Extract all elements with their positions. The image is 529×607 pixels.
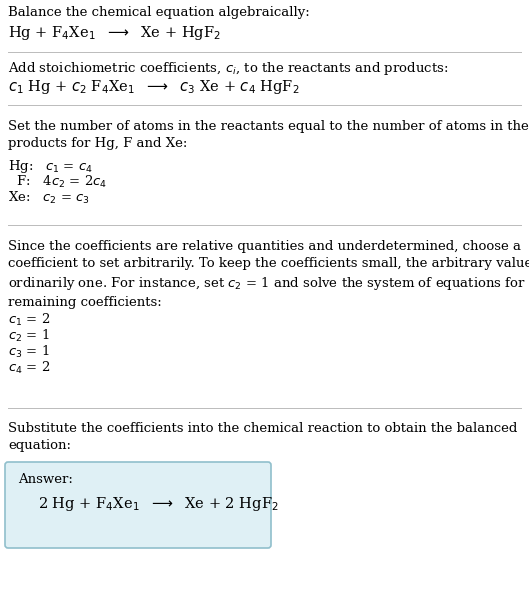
Text: Answer:: Answer: — [18, 473, 73, 486]
Text: Substitute the coefficients into the chemical reaction to obtain the balanced
eq: Substitute the coefficients into the che… — [8, 422, 517, 452]
Text: Hg:   $c_1$ = $c_4$: Hg: $c_1$ = $c_4$ — [8, 158, 93, 175]
Text: $c_1$ = 2: $c_1$ = 2 — [8, 312, 50, 328]
Text: $c_2$ = 1: $c_2$ = 1 — [8, 328, 50, 344]
Text: Xe:   $c_2$ = $c_3$: Xe: $c_2$ = $c_3$ — [8, 190, 90, 206]
Text: F:   4$c_2$ = 2$c_4$: F: 4$c_2$ = 2$c_4$ — [8, 174, 107, 190]
Text: Add stoichiometric coefficients, $c_i$, to the reactants and products:: Add stoichiometric coefficients, $c_i$, … — [8, 60, 449, 77]
Text: Since the coefficients are relative quantities and underdetermined, choose a
coe: Since the coefficients are relative quan… — [8, 240, 529, 309]
Text: Balance the chemical equation algebraically:: Balance the chemical equation algebraica… — [8, 6, 310, 19]
Text: $c_4$ = 2: $c_4$ = 2 — [8, 360, 50, 376]
Text: Set the number of atoms in the reactants equal to the number of atoms in the
pro: Set the number of atoms in the reactants… — [8, 120, 529, 150]
Text: 2 Hg + F$_4$Xe$_1$  $\longrightarrow$  Xe + 2 HgF$_2$: 2 Hg + F$_4$Xe$_1$ $\longrightarrow$ Xe … — [38, 495, 279, 513]
Text: $c_3$ = 1: $c_3$ = 1 — [8, 344, 50, 360]
Text: Hg + F$_4$Xe$_1$  $\longrightarrow$  Xe + HgF$_2$: Hg + F$_4$Xe$_1$ $\longrightarrow$ Xe + … — [8, 24, 221, 42]
Text: $c_1$ Hg + $c_2$ F$_4$Xe$_1$  $\longrightarrow$  $c_3$ Xe + $c_4$ HgF$_2$: $c_1$ Hg + $c_2$ F$_4$Xe$_1$ $\longright… — [8, 78, 299, 96]
FancyBboxPatch shape — [5, 462, 271, 548]
